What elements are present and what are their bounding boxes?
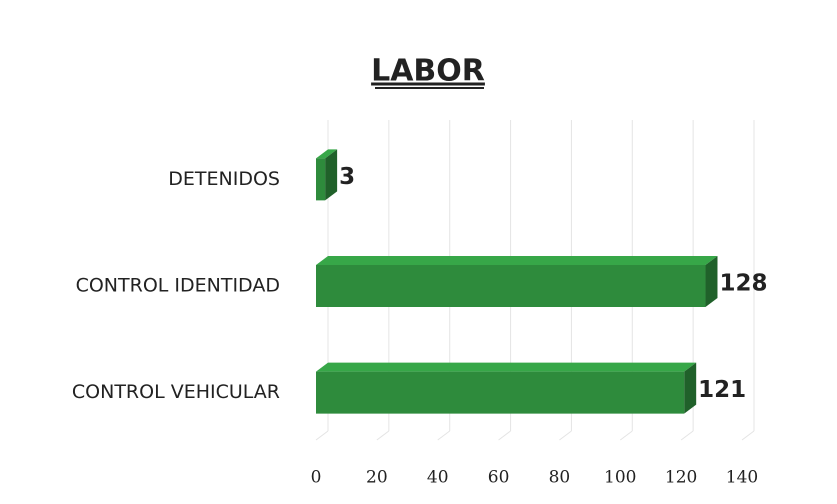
x-tick-label: 80 xyxy=(549,468,571,488)
x-tick-label: 0 xyxy=(311,468,322,488)
data-label: 128 xyxy=(719,271,767,297)
bar-top xyxy=(316,256,718,265)
x-tick-label: 100 xyxy=(604,468,636,488)
grid-floor xyxy=(680,430,694,441)
bar-top xyxy=(316,149,338,159)
grid-floor xyxy=(741,430,755,441)
bar-front xyxy=(316,265,706,307)
grid-floor xyxy=(315,430,329,441)
bar xyxy=(316,256,718,307)
data-label: 121 xyxy=(698,377,746,403)
grid-floor xyxy=(376,430,390,441)
grid-floor xyxy=(437,430,451,441)
bar-front xyxy=(316,158,326,201)
bar xyxy=(316,362,697,414)
bar-side xyxy=(684,362,697,414)
x-tick-label: 60 xyxy=(488,468,510,488)
grid-floor xyxy=(498,430,511,441)
y-tick-label: DETENIDOS xyxy=(168,168,280,190)
x-tick-label: 20 xyxy=(366,468,388,488)
x-tick-label: 140 xyxy=(726,468,758,488)
y-tick-label: CONTROL VEHICULAR xyxy=(72,381,280,403)
grid-floor xyxy=(619,430,633,441)
bar-front xyxy=(316,371,685,414)
bar-top xyxy=(316,362,697,372)
chart-title: LABOR xyxy=(371,54,485,89)
data-label: 3 xyxy=(339,164,355,190)
bar-side xyxy=(705,256,718,307)
y-tick-label: CONTROL IDENTIDAD xyxy=(76,275,280,297)
bar-side xyxy=(325,149,338,201)
grid-floor xyxy=(559,430,572,441)
x-tick-label: 40 xyxy=(427,468,449,488)
bar xyxy=(316,149,338,201)
x-tick-label: 120 xyxy=(665,468,697,488)
